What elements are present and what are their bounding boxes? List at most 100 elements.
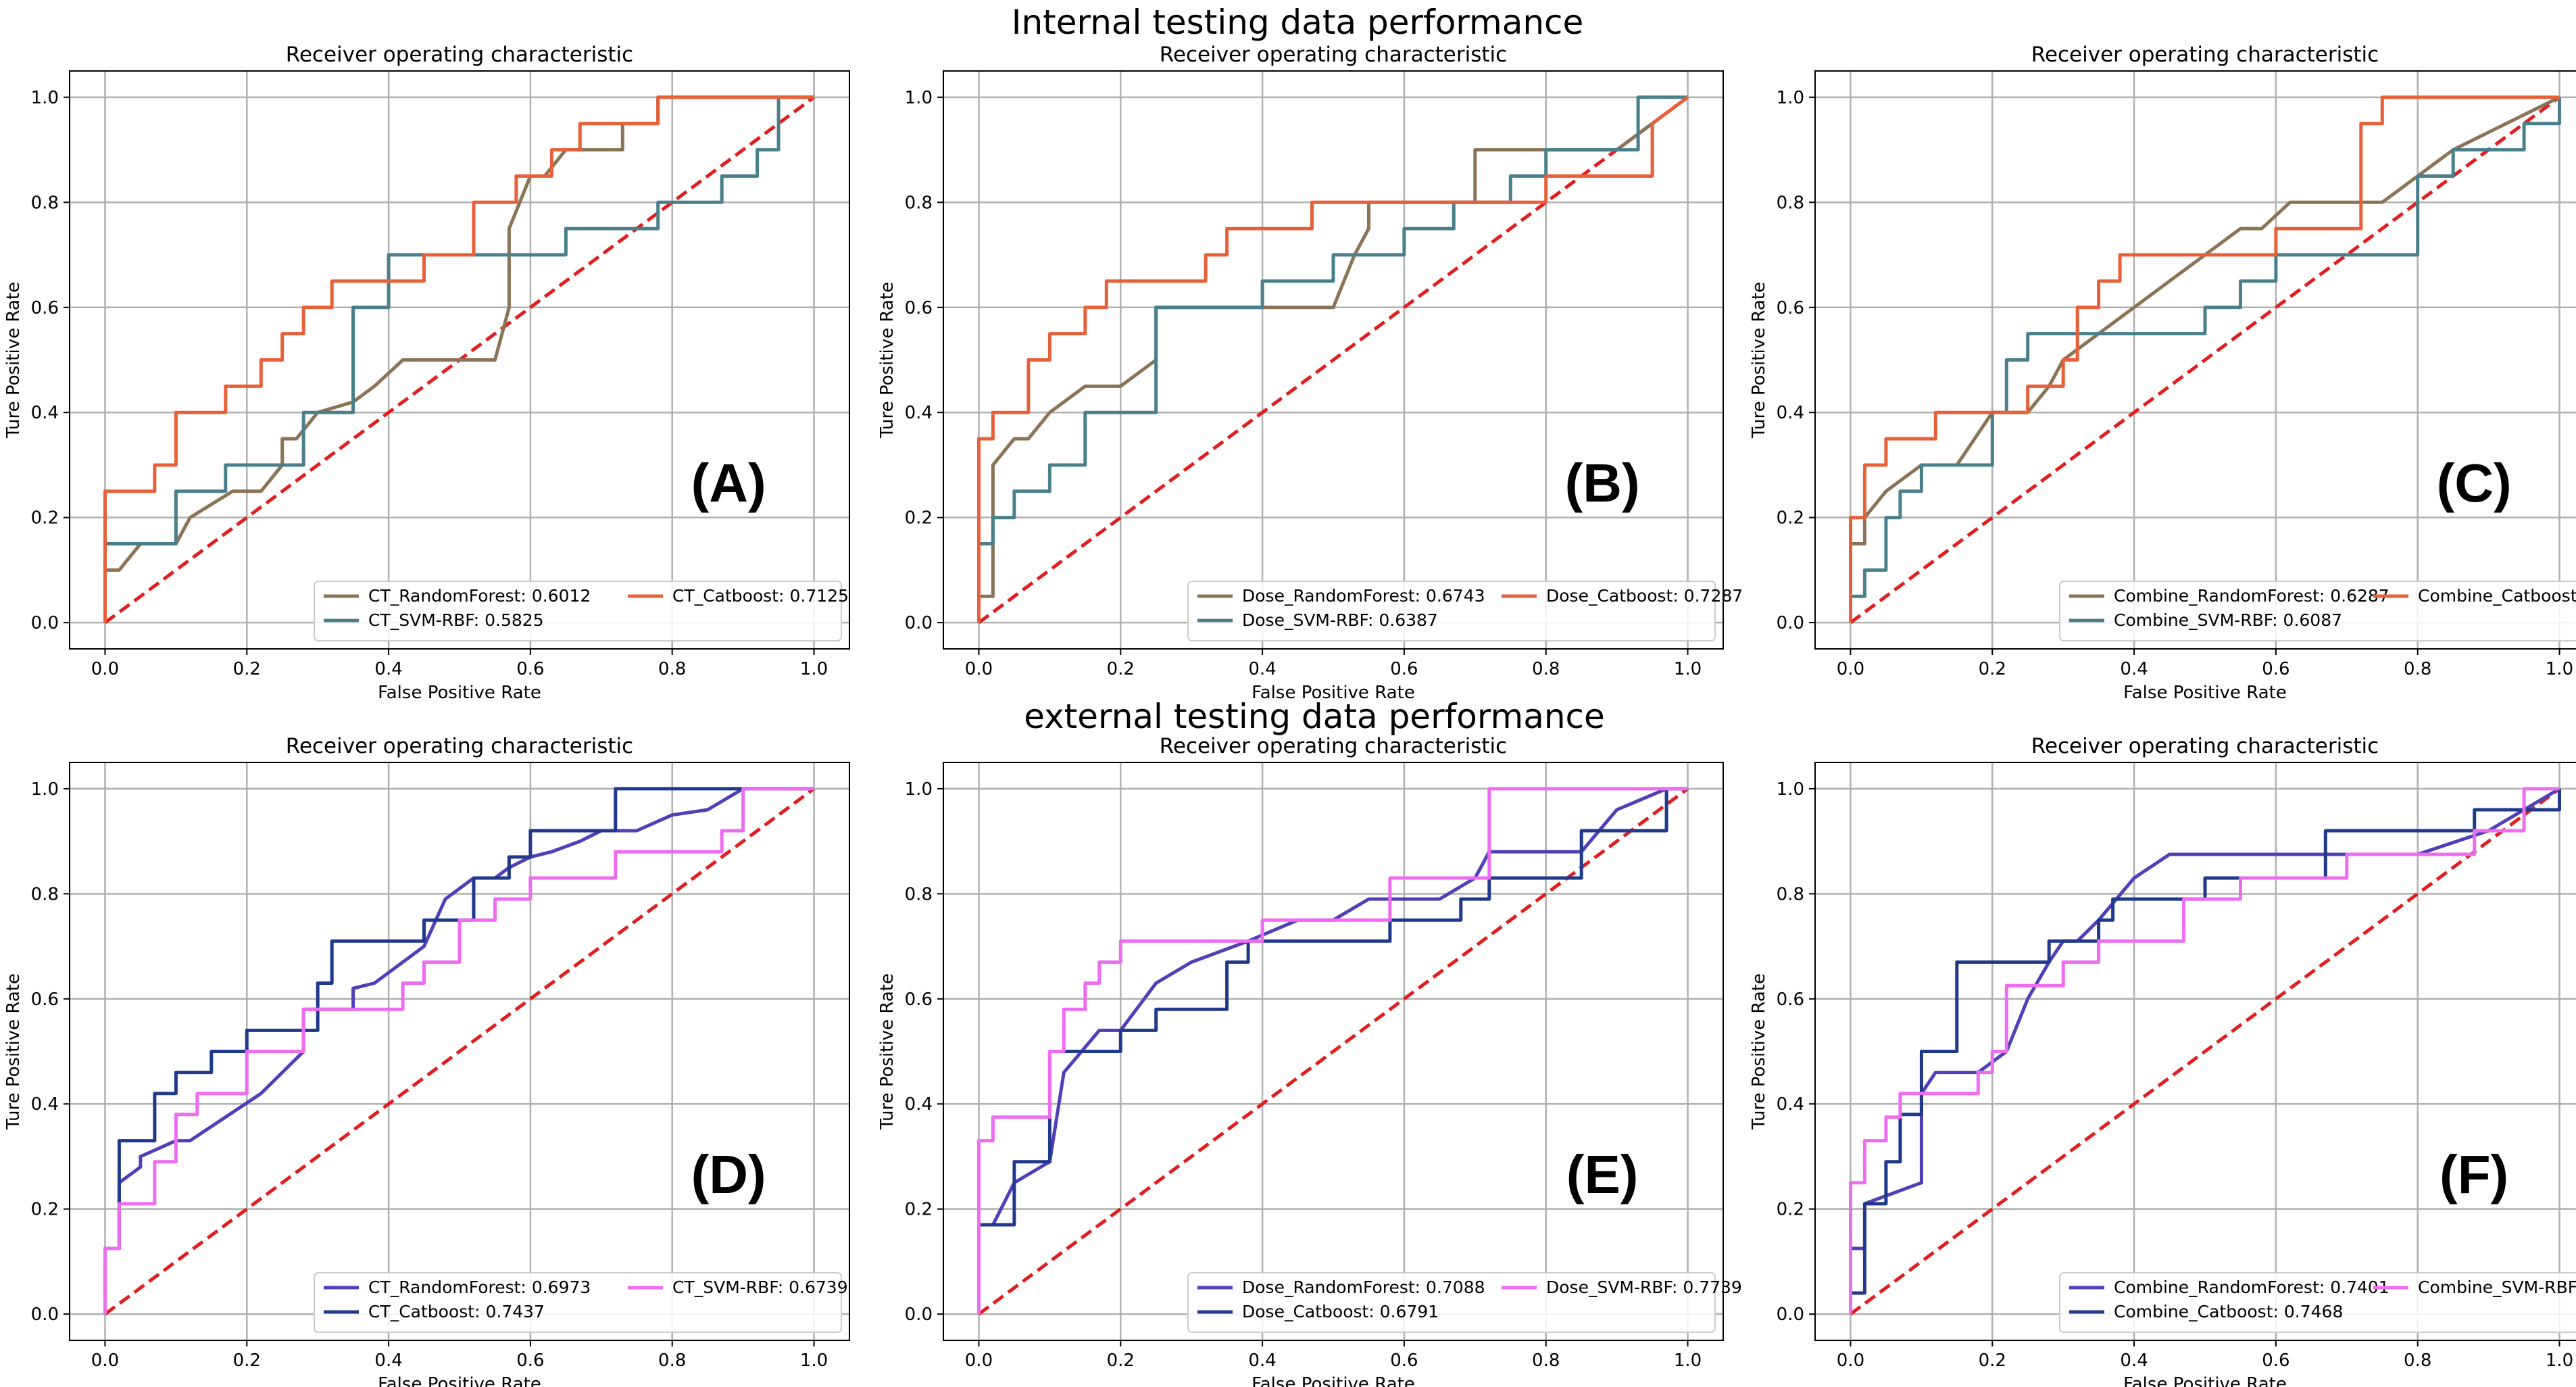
x-axis-label: False Positive Rate bbox=[1252, 683, 1415, 703]
x-tick-label: 1.0 bbox=[1674, 1350, 1702, 1371]
y-tick-label: 0.2 bbox=[31, 508, 59, 529]
y-tick-label: 0.0 bbox=[905, 613, 933, 633]
roc-panel-2: 0.0 0.0 0.2 0.2 0.4 0.4 0.6 0.6 0.8 0.8 1.0 1.0 Rece… bbox=[877, 43, 1743, 703]
y-axis-label: Ture Positive Rate bbox=[3, 282, 24, 439]
legend-box bbox=[2059, 581, 2576, 641]
y-tick-label: 1.0 bbox=[905, 88, 933, 108]
x-tick-label: 0.6 bbox=[516, 1350, 544, 1371]
y-tick-label: 0.4 bbox=[1777, 1094, 1804, 1115]
panel-label: (E) bbox=[1566, 1144, 1639, 1204]
axes-frame bbox=[1814, 70, 2576, 650]
roc-panel-1: 0.0 0.0 0.2 0.2 0.4 0.4 0.6 0.6 0.8 0.8 1.0 1.0 Rece… bbox=[3, 43, 850, 703]
roc-panel-4: 0.0 0.0 0.2 0.2 0.4 0.4 0.6 0.6 0.8 0.8 1.0 1.0 Rece… bbox=[3, 734, 850, 1387]
roc-curve-series-3 bbox=[977, 787, 1688, 1315]
chart-title: Receiver operating characteristic bbox=[286, 43, 633, 67]
x-tick-label: 0.0 bbox=[965, 1350, 993, 1371]
roc-panels: 0.0 0.0 0.2 0.2 0.4 0.4 0.6 0.6 0.8 0.8 1.0 1.0 Rece… bbox=[3, 43, 2576, 1387]
legend-entry: Combine_SVM-RBF: 0.6087 bbox=[2114, 610, 2342, 630]
legend-entry: Dose_Catboost: 0.6791 bbox=[1242, 1302, 1439, 1321]
chart-title: Receiver operating characteristic bbox=[2031, 43, 2379, 67]
roc-curve-series-3 bbox=[977, 95, 1689, 623]
legend-entry: CT_RandomForest: 0.6012 bbox=[368, 586, 591, 606]
chance-diagonal-line bbox=[103, 787, 816, 1316]
y-tick-label: 1.0 bbox=[31, 88, 59, 108]
legend-entry: Dose_SVM-RBF: 0.7739 bbox=[1546, 1278, 1742, 1297]
y-tick-label: 0.8 bbox=[1777, 884, 1804, 904]
legend-entry: CT_SVM-RBF: 0.5825 bbox=[368, 610, 544, 630]
y-axis-label: Ture Positive Rate bbox=[1749, 973, 1769, 1130]
x-tick-label: 0.4 bbox=[1248, 659, 1276, 679]
x-tick-label: 0.0 bbox=[91, 1350, 119, 1371]
legend-entry: Combine_RandomForest: 0.7401 bbox=[2114, 1278, 2389, 1297]
x-tick-label: 1.0 bbox=[1674, 659, 1702, 679]
y-tick-label: 0.8 bbox=[31, 193, 59, 213]
legend-entry: Combine_RandomForest: 0.6287 bbox=[2114, 586, 2389, 606]
y-tick-label: 0.2 bbox=[905, 1200, 933, 1220]
legend-entry: CT_SVM-RBF: 0.6739 bbox=[672, 1278, 848, 1297]
x-tick-label: 1.0 bbox=[800, 1350, 828, 1371]
roc-curve-series-2 bbox=[977, 95, 1688, 623]
panel-label: (A) bbox=[691, 453, 766, 513]
legend-entry: Dose_SVM-RBF: 0.6387 bbox=[1242, 610, 1438, 630]
chance-diagonal-line bbox=[1849, 787, 2561, 1316]
x-tick-label: 0.4 bbox=[2120, 1350, 2148, 1371]
y-tick-label: 0.6 bbox=[905, 990, 933, 1010]
legend-entry: Combine_Catboost: 0.6625 bbox=[2418, 586, 2576, 606]
y-tick-label: 0.6 bbox=[905, 298, 933, 318]
chart-title: Receiver operating characteristic bbox=[1160, 43, 1507, 67]
axes-frame bbox=[943, 762, 1724, 1341]
y-tick-label: 0.0 bbox=[1777, 613, 1804, 633]
y-tick-label: 0.2 bbox=[1777, 1200, 1804, 1220]
x-tick-label: 0.6 bbox=[516, 659, 544, 679]
x-tick-label: 0.2 bbox=[1107, 1350, 1135, 1371]
panel-label: (D) bbox=[691, 1144, 766, 1204]
y-axis-label: Ture Positive Rate bbox=[877, 282, 897, 439]
x-axis-label: False Positive Rate bbox=[1252, 1374, 1415, 1387]
roc-panel-6: 0.0 0.0 0.2 0.2 0.4 0.4 0.6 0.6 0.8 0.8 1.0 1.0 Rece… bbox=[1749, 734, 2576, 1387]
legend-entry: Dose_RandomForest: 0.7088 bbox=[1242, 1278, 1485, 1297]
roc-curve-series-2 bbox=[103, 787, 814, 1315]
chart-title: Receiver operating characteristic bbox=[286, 734, 633, 758]
y-tick-label: 1.0 bbox=[1777, 88, 1804, 108]
section-title-external: external testing data performance bbox=[1024, 697, 1605, 736]
x-tick-label: 0.2 bbox=[1107, 659, 1135, 679]
roc-curve-series-3 bbox=[1849, 787, 2560, 1315]
y-tick-label: 0.4 bbox=[905, 403, 933, 423]
y-tick-label: 0.2 bbox=[1777, 508, 1804, 529]
chart-title: Receiver operating characteristic bbox=[2031, 734, 2379, 758]
axes-frame bbox=[69, 70, 850, 650]
y-tick-label: 0.0 bbox=[31, 613, 59, 633]
x-tick-label: 0.6 bbox=[2262, 659, 2289, 679]
x-axis-label: False Positive Rate bbox=[378, 683, 541, 703]
section-title-internal: Internal testing data performance bbox=[1012, 3, 1584, 42]
y-tick-label: 0.6 bbox=[1777, 990, 1804, 1010]
y-tick-label: 0.8 bbox=[905, 884, 933, 904]
y-tick-label: 0.4 bbox=[31, 1094, 59, 1115]
axes-frame bbox=[69, 762, 850, 1341]
roc-panel-5: 0.0 0.0 0.2 0.2 0.4 0.4 0.6 0.6 0.8 0.8 1.0 1.0 Rece… bbox=[877, 734, 1742, 1387]
y-tick-label: 1.0 bbox=[31, 779, 59, 800]
y-axis-label: Ture Positive Rate bbox=[1749, 282, 1769, 439]
y-tick-label: 0.0 bbox=[31, 1305, 59, 1325]
y-tick-label: 0.0 bbox=[905, 1305, 933, 1325]
axes-frame bbox=[1814, 762, 2576, 1341]
y-tick-label: 0.4 bbox=[31, 403, 59, 423]
y-tick-label: 0.8 bbox=[905, 193, 933, 213]
roc-curve-series-2 bbox=[977, 787, 1688, 1315]
y-tick-label: 0.4 bbox=[905, 1094, 933, 1115]
x-tick-label: 0.2 bbox=[1979, 1350, 2006, 1371]
chance-diagonal-line bbox=[1849, 95, 2561, 625]
y-tick-label: 0.2 bbox=[31, 1200, 59, 1220]
x-tick-label: 1.0 bbox=[2546, 1350, 2573, 1371]
x-tick-label: 0.8 bbox=[1532, 659, 1560, 679]
x-tick-label: 0.2 bbox=[233, 659, 261, 679]
x-tick-label: 0.0 bbox=[1837, 1350, 1864, 1371]
legend-box bbox=[1187, 1272, 1716, 1333]
y-tick-label: 0.4 bbox=[1777, 403, 1804, 423]
x-tick-label: 0.0 bbox=[91, 659, 119, 679]
x-axis-label: False Positive Rate bbox=[2123, 1374, 2287, 1387]
panel-label: (F) bbox=[2439, 1144, 2508, 1204]
legend-box bbox=[314, 581, 842, 641]
x-tick-label: 0.8 bbox=[1532, 1350, 1560, 1371]
x-tick-label: 0.4 bbox=[374, 659, 402, 679]
